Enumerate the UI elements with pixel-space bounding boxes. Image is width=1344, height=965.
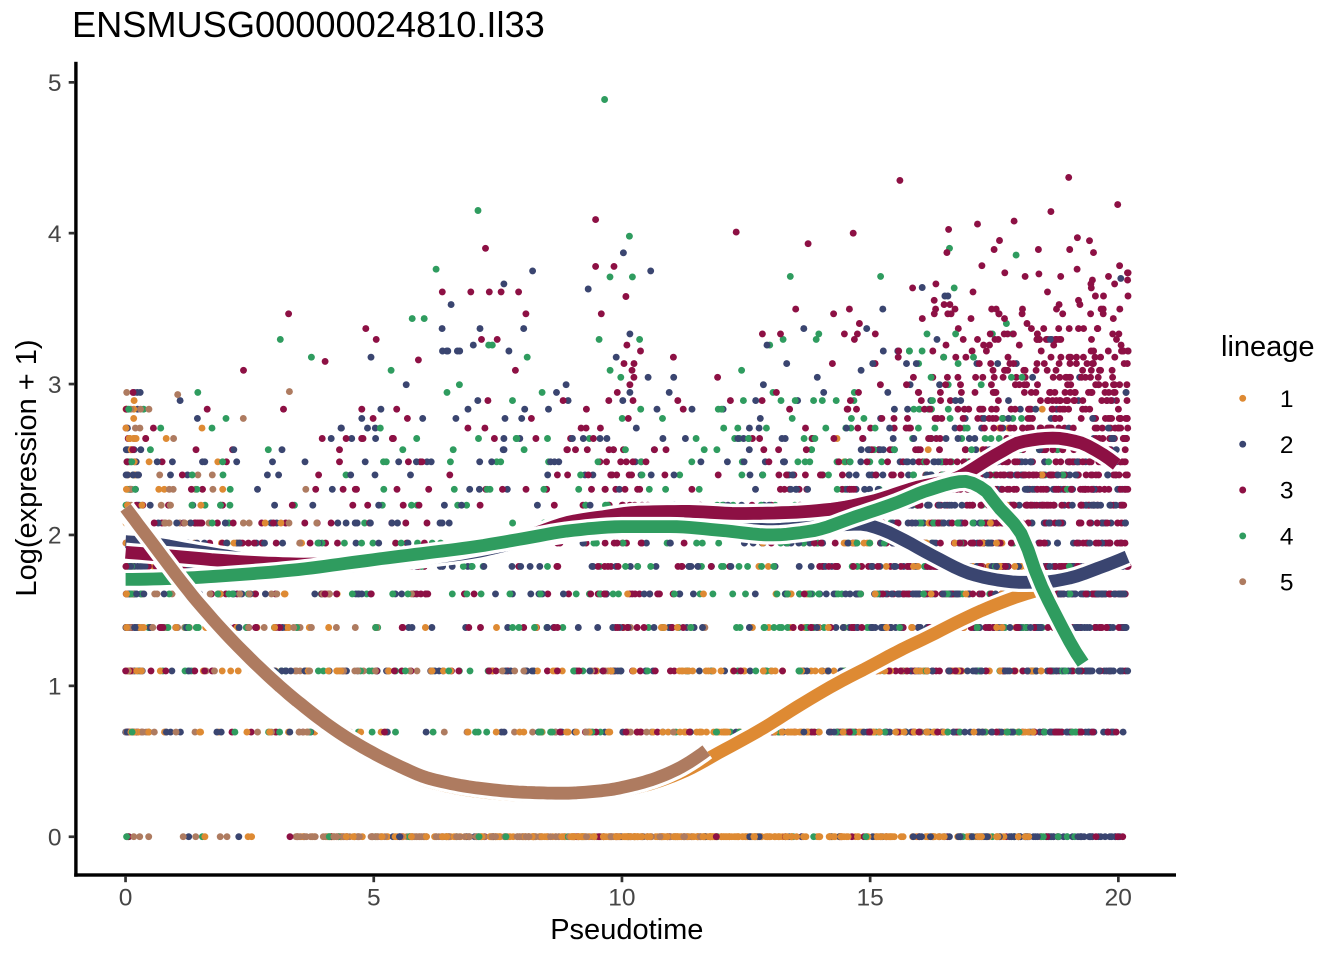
svg-text:1: 1	[48, 674, 62, 701]
svg-text:5: 5	[367, 885, 381, 912]
svg-text:5: 5	[1280, 569, 1294, 596]
svg-text:15: 15	[856, 885, 883, 912]
svg-text:10: 10	[608, 885, 635, 912]
svg-text:20: 20	[1105, 885, 1132, 912]
svg-text:lineage: lineage	[1221, 331, 1315, 363]
svg-text:0: 0	[48, 824, 62, 851]
svg-text:2: 2	[1280, 432, 1294, 459]
svg-text:0: 0	[119, 885, 133, 912]
svg-text:2: 2	[48, 523, 62, 550]
svg-text:ENSMUSG00000024810.Il33: ENSMUSG00000024810.Il33	[72, 4, 545, 45]
svg-text:3: 3	[1280, 478, 1294, 505]
svg-text:Pseudotime: Pseudotime	[550, 914, 703, 946]
svg-text:3: 3	[48, 372, 62, 399]
svg-text:5: 5	[48, 70, 62, 97]
svg-text:4: 4	[1280, 524, 1294, 551]
svg-text:Log(expression + 1): Log(expression + 1)	[11, 339, 43, 596]
svg-text:4: 4	[48, 221, 62, 248]
svg-text:1: 1	[1280, 386, 1294, 413]
